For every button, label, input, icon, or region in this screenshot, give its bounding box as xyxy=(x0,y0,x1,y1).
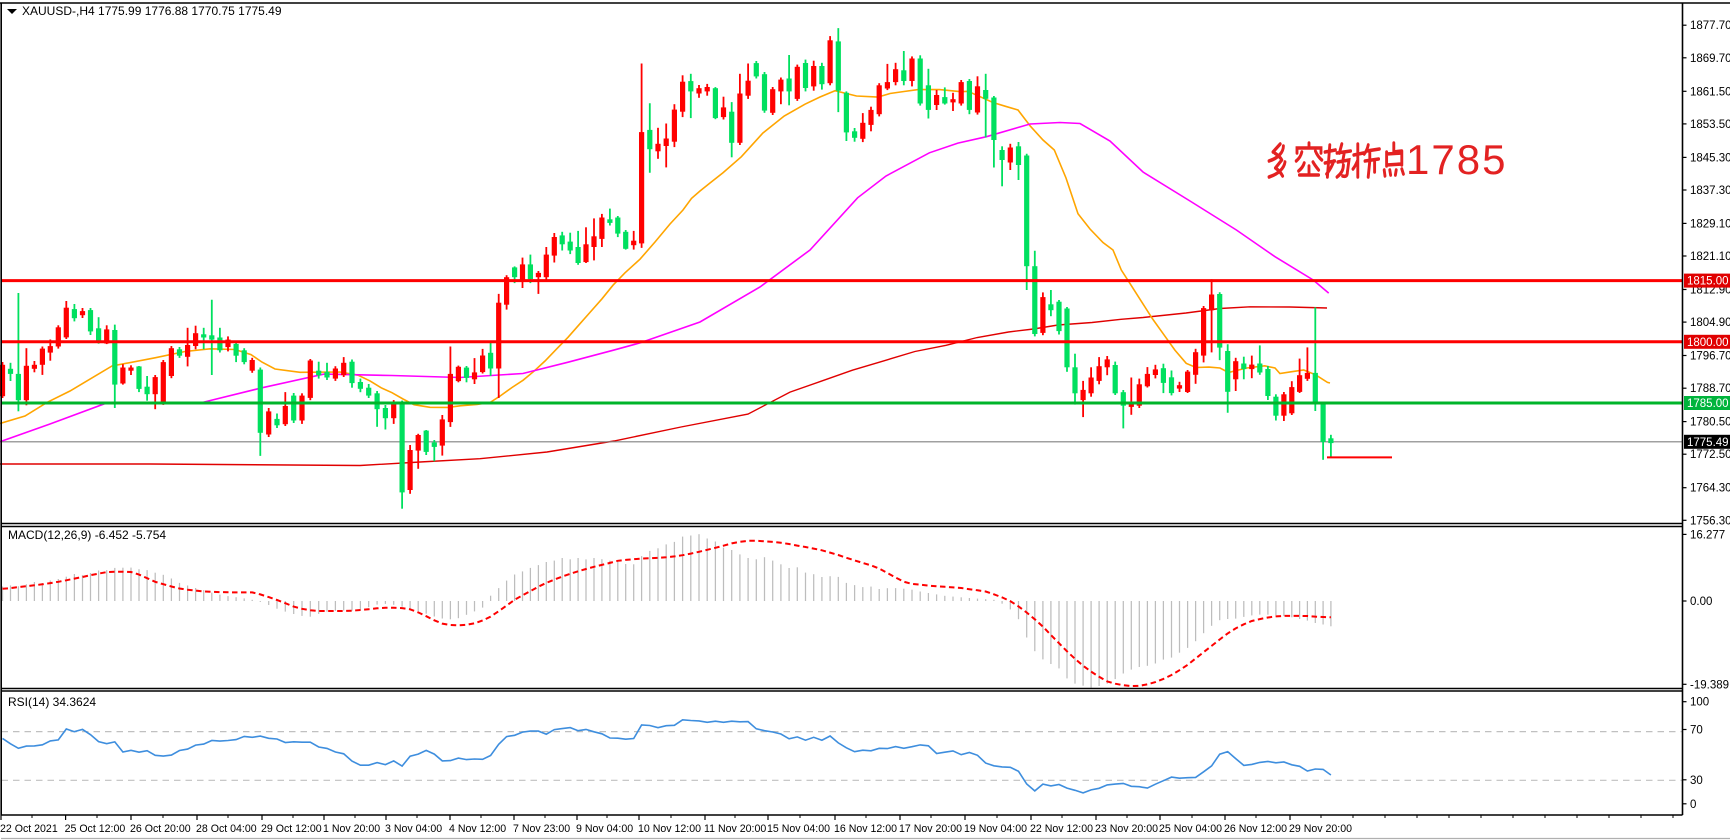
svg-text:28 Oct 04:00: 28 Oct 04:00 xyxy=(196,823,257,835)
svg-text:1877.70: 1877.70 xyxy=(1690,20,1730,32)
svg-text:1788.70: 1788.70 xyxy=(1690,383,1730,395)
svg-text:1756.30: 1756.30 xyxy=(1690,515,1730,527)
svg-text:1853.50: 1853.50 xyxy=(1690,119,1730,131)
svg-text:1861.50: 1861.50 xyxy=(1690,86,1730,98)
svg-text:29 Nov 20:00: 29 Nov 20:00 xyxy=(1289,823,1352,835)
svg-text:15 Nov 04:00: 15 Nov 04:00 xyxy=(767,823,830,835)
svg-text:4 Nov 12:00: 4 Nov 12:00 xyxy=(449,823,506,835)
svg-text:26 Nov 12:00: 26 Nov 12:00 xyxy=(1224,823,1287,835)
svg-text:1780.50: 1780.50 xyxy=(1690,417,1730,429)
svg-text:XAUUSD-,H4 1775.99 1776.88 17: XAUUSD-,H4 1775.99 1776.88 1770.75 1775.… xyxy=(22,4,282,18)
svg-text:16.277: 16.277 xyxy=(1690,529,1725,541)
svg-text:1775.49: 1775.49 xyxy=(1687,437,1729,449)
svg-text:1804.90: 1804.90 xyxy=(1690,317,1730,329)
svg-text:22 Nov 12:00: 22 Nov 12:00 xyxy=(1030,823,1093,835)
svg-text:11 Nov 20:00: 11 Nov 20:00 xyxy=(704,823,766,835)
svg-text:1772.50: 1772.50 xyxy=(1690,449,1730,461)
svg-text:22 Oct 2021: 22 Oct 2021 xyxy=(0,823,58,835)
svg-text:30: 30 xyxy=(1690,775,1703,787)
svg-text:25 Oct 12:00: 25 Oct 12:00 xyxy=(65,823,126,835)
svg-text:1869.70: 1869.70 xyxy=(1690,53,1730,65)
svg-text:1837.30: 1837.30 xyxy=(1690,185,1730,197)
svg-text:RSI(14) 34.3624: RSI(14) 34.3624 xyxy=(8,695,96,709)
svg-text:1785.00: 1785.00 xyxy=(1687,398,1729,410)
svg-text:1764.30: 1764.30 xyxy=(1690,483,1730,495)
svg-text:0.00: 0.00 xyxy=(1690,596,1712,608)
svg-text:1 Nov 20:00: 1 Nov 20:00 xyxy=(323,823,380,835)
svg-text:MACD(12,26,9) -6.452 -5.754: MACD(12,26,9) -6.452 -5.754 xyxy=(8,528,166,542)
svg-text:29 Oct 12:00: 29 Oct 12:00 xyxy=(261,823,322,835)
svg-text:0: 0 xyxy=(1690,799,1696,811)
svg-text:3 Nov 04:00: 3 Nov 04:00 xyxy=(385,823,442,835)
svg-text:23 Nov 20:00: 23 Nov 20:00 xyxy=(1095,823,1158,835)
svg-text:17 Nov 20:00: 17 Nov 20:00 xyxy=(899,823,962,835)
svg-text:100: 100 xyxy=(1690,697,1709,709)
svg-text:1845.30: 1845.30 xyxy=(1690,152,1730,164)
svg-text:1785: 1785 xyxy=(1406,136,1507,183)
svg-text:1829.10: 1829.10 xyxy=(1690,218,1730,230)
svg-text:70: 70 xyxy=(1690,725,1703,737)
svg-text:1821.10: 1821.10 xyxy=(1690,251,1730,263)
svg-text:-19.389: -19.389 xyxy=(1690,679,1729,691)
svg-text:25 Nov 04:00: 25 Nov 04:00 xyxy=(1159,823,1222,835)
svg-text:16 Nov 12:00: 16 Nov 12:00 xyxy=(834,823,897,835)
svg-text:1815.00: 1815.00 xyxy=(1687,276,1729,288)
svg-text:26 Oct 20:00: 26 Oct 20:00 xyxy=(130,823,191,835)
svg-text:10 Nov 12:00: 10 Nov 12:00 xyxy=(638,823,701,835)
svg-text:9 Nov 04:00: 9 Nov 04:00 xyxy=(576,823,633,835)
svg-text:1796.70: 1796.70 xyxy=(1690,351,1730,363)
svg-text:19 Nov 04:00: 19 Nov 04:00 xyxy=(964,823,1027,835)
svg-text:7 Nov 23:00: 7 Nov 23:00 xyxy=(513,823,570,835)
svg-text:1800.00: 1800.00 xyxy=(1687,337,1729,349)
